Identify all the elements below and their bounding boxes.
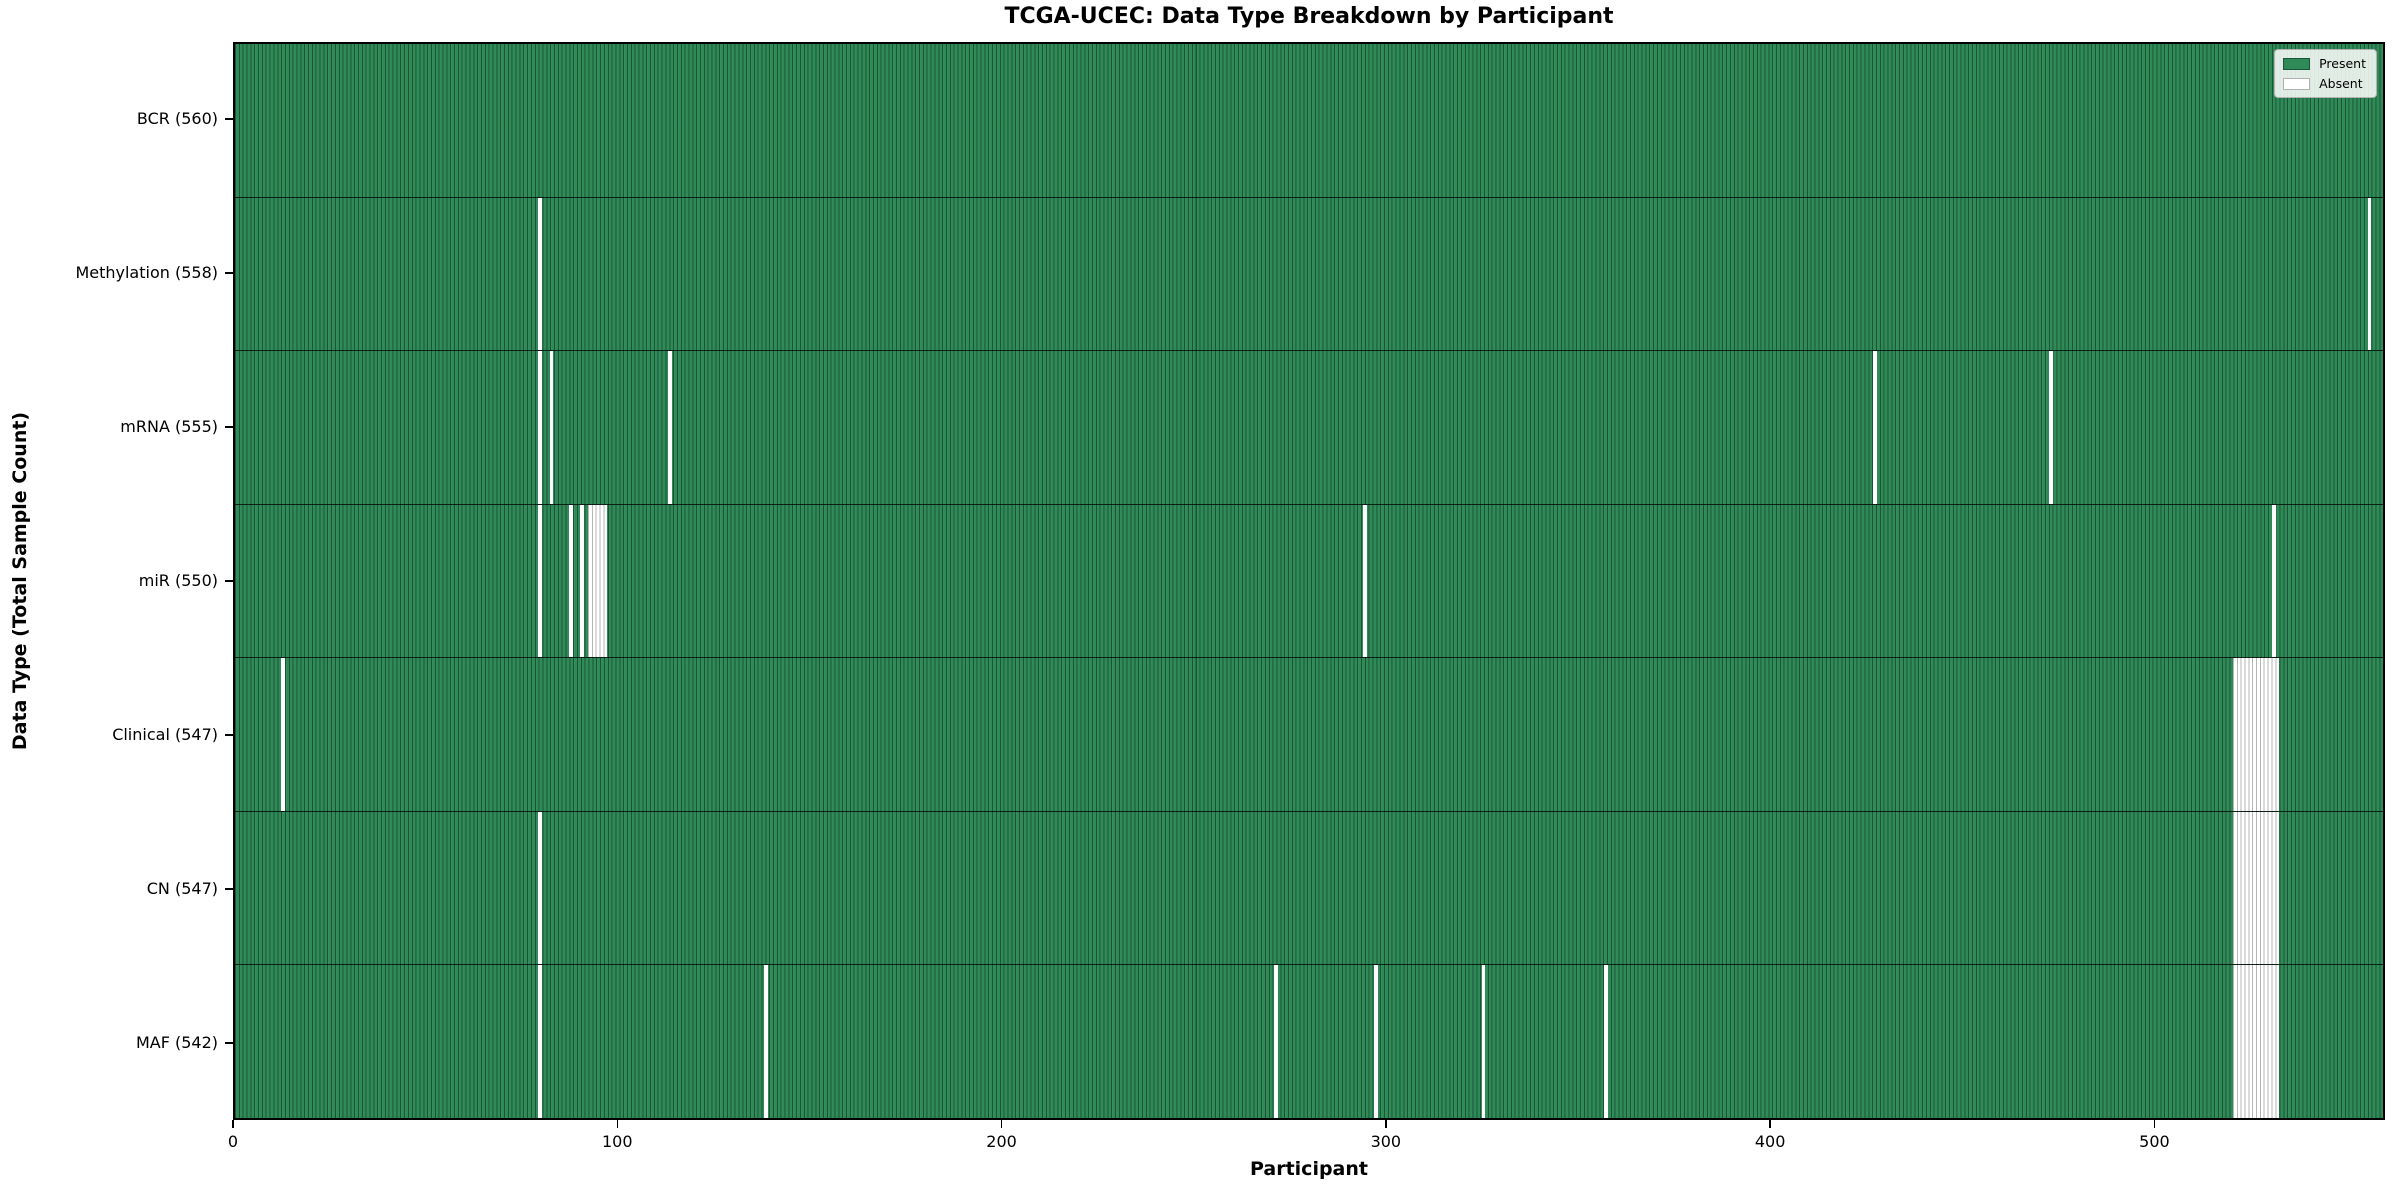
absent-gap (568, 504, 573, 658)
y-tick-mark (225, 1042, 233, 1044)
absent-gap (1274, 965, 1279, 1119)
absent-gap (580, 504, 585, 658)
y-tick-label-miR: miR (550) (138, 571, 218, 590)
y-tick-label-BCR: BCR (560) (136, 109, 218, 128)
absent-gap (2271, 504, 2276, 658)
row-Methylation (235, 196, 2383, 351)
absent-gap (1604, 965, 1609, 1119)
y-tick-mark (225, 888, 233, 890)
legend-entry-absent: Absent (2283, 76, 2366, 91)
y-tick-label-Methylation: Methylation (558) (75, 263, 218, 282)
legend-absent-swatch-icon (2283, 77, 2311, 90)
absent-gap (764, 965, 769, 1119)
row-Clinical (235, 657, 2383, 811)
row-mRNA (235, 350, 2383, 504)
absent-gap (1374, 965, 1379, 1119)
x-axis-label: Participant (1249, 1158, 1368, 1180)
absent-gap (538, 197, 542, 351)
absent-gap (587, 504, 608, 658)
legend-entry-present: Present (2283, 56, 2366, 71)
x-tick-mark (616, 1120, 619, 1128)
y-tick-label-mRNA: mRNA (555) (120, 417, 218, 436)
absent-gap (2233, 965, 2280, 1119)
plot-area: Present Absent (233, 42, 2385, 1120)
absent-gap (1362, 504, 1367, 658)
legend-absent-label: Absent (2319, 76, 2363, 91)
absent-gap (2367, 197, 2372, 351)
y-tick-mark (225, 118, 233, 120)
chart-title: TCGA-UCEC: Data Type Breakdown by Partic… (1004, 4, 1614, 29)
absent-gap (538, 965, 542, 1119)
absent-gap (538, 504, 542, 658)
absent-gap (1872, 351, 1877, 504)
y-tick-mark (225, 272, 233, 274)
x-tick-label-100: 100 (602, 1132, 633, 1151)
y-tick-label-CN: CN (547) (146, 879, 218, 898)
x-tick-label-300: 300 (1370, 1132, 1402, 1151)
legend-present-swatch-icon (2283, 57, 2311, 70)
x-tick-mark (1385, 1120, 1387, 1128)
absent-gap (538, 811, 542, 965)
y-tick-label-MAF: MAF (542) (135, 1033, 218, 1052)
x-tick-mark (232, 1120, 234, 1128)
x-tick-mark (2153, 1120, 2156, 1128)
legend: Present Absent (2274, 49, 2377, 98)
absent-gap (2233, 658, 2280, 811)
legend-present-label: Present (2319, 56, 2366, 71)
x-tick-mark (1769, 1120, 1771, 1128)
row-MAF (235, 964, 2383, 1119)
x-tick-label-400: 400 (1754, 1132, 1786, 1151)
row-BCR (235, 44, 2383, 197)
row-CN (235, 810, 2383, 965)
x-tick-mark (1000, 1120, 1003, 1128)
row-miR (235, 503, 2383, 658)
absent-gap (668, 351, 673, 504)
x-tick-label-200: 200 (986, 1132, 1017, 1151)
x-tick-label-0: 0 (227, 1132, 239, 1151)
absent-gap (549, 351, 554, 504)
absent-gap (281, 658, 285, 811)
y-tick-mark (225, 734, 233, 736)
absent-gap (2049, 351, 2054, 504)
x-tick-label-500: 500 (2139, 1132, 2170, 1151)
y-tick-mark (225, 580, 233, 582)
y-tick-mark (225, 426, 233, 428)
absent-gap (2233, 811, 2280, 965)
absent-gap (1481, 965, 1486, 1119)
y-tick-label-Clinical: Clinical (547) (112, 725, 218, 744)
absent-gap (538, 351, 542, 504)
